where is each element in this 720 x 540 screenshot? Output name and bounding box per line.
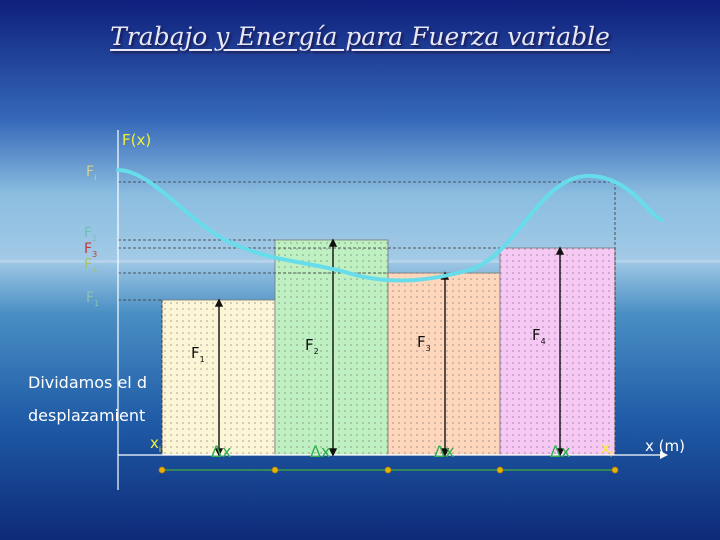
bar-2 — [274, 239, 389, 456]
delta-x-label-2: Δx — [310, 442, 331, 461]
segment-marker-3 — [384, 466, 392, 474]
text-line-1: Dividamos el d — [28, 373, 147, 392]
y-axis-label: F(x) — [122, 131, 152, 149]
text-line-2: desplazamient — [28, 406, 146, 425]
f4-arrow-head-icon — [555, 246, 565, 255]
y-label-f4-base: F — [84, 257, 93, 273]
segment-marker-4 — [496, 466, 504, 474]
y-label-f3-base: F — [84, 241, 93, 257]
y-label-f2: F2 — [84, 225, 97, 243]
bar-label-f4-sub: 4 — [540, 337, 546, 346]
axes — [117, 130, 668, 490]
f4-arrow-tail-icon — [555, 448, 565, 457]
y-label-fi-sub: i — [94, 172, 97, 182]
y-label-f2-base: F — [84, 225, 93, 241]
x-axis-label: x (m) — [645, 437, 685, 455]
x-final-base: x — [601, 439, 610, 457]
segment-marker-5 — [611, 466, 619, 474]
f2-arrow-tail-icon — [328, 448, 338, 457]
delta-x-segments — [158, 466, 619, 474]
bar-label-f4: F4 — [532, 326, 546, 346]
bar-label-f4-base: F — [532, 326, 541, 344]
bar-label-f3: F3 — [417, 333, 431, 353]
x-final-label: xf — [601, 439, 613, 459]
bar-label-f3-sub: 3 — [425, 344, 431, 353]
bar-label-f1-base: F — [191, 344, 200, 362]
y-label-f3-sub: 3 — [92, 249, 98, 259]
y-label-fi-base: F — [86, 164, 95, 180]
delta-x-label-1: Δx — [211, 442, 232, 461]
y-label-fi: Fi — [86, 164, 96, 182]
y-label-f1: F1 — [86, 290, 99, 308]
x-initial-sub: i — [158, 445, 162, 454]
bar-label-f2-base: F — [305, 336, 314, 354]
f3-arrow-tail-icon — [440, 448, 450, 457]
y-label-f1-base: F — [86, 290, 95, 306]
bar-label-f1: F1 — [191, 344, 205, 364]
f1-arrow-tail-icon — [214, 448, 224, 457]
y-label-f3: F3 — [84, 241, 97, 259]
f2-arrow-head-icon — [328, 238, 338, 247]
x-initial-base: x — [150, 434, 159, 452]
y-label-f2-sub: 2 — [92, 233, 98, 243]
bar-label-f2-sub: 2 — [313, 347, 319, 356]
bar-4 — [499, 247, 616, 456]
f1-arrow-head-icon — [214, 298, 224, 307]
x-initial-label: xi — [150, 434, 161, 454]
force-curve — [116, 168, 664, 283]
bar-3 — [387, 272, 501, 456]
y-label-f1-sub: 1 — [94, 298, 100, 308]
delta-x-label-3: Δx — [434, 442, 455, 461]
bar-label-f3-base: F — [417, 333, 426, 351]
segment-marker-1 — [158, 466, 166, 474]
bar-label-f2: F2 — [305, 336, 319, 356]
y-label-f4-sub: 4 — [92, 265, 98, 275]
x-axis-arrow-icon — [660, 451, 668, 459]
y-label-f4: F4 — [84, 257, 97, 275]
segment-marker-2 — [271, 466, 279, 474]
delta-x-label-4: Δx — [550, 442, 571, 461]
bar-label-f1-sub: 1 — [199, 355, 205, 364]
x-final-sub: f — [609, 450, 613, 459]
slide-title: Trabajo y Energía para Fuerza variable — [110, 22, 610, 51]
